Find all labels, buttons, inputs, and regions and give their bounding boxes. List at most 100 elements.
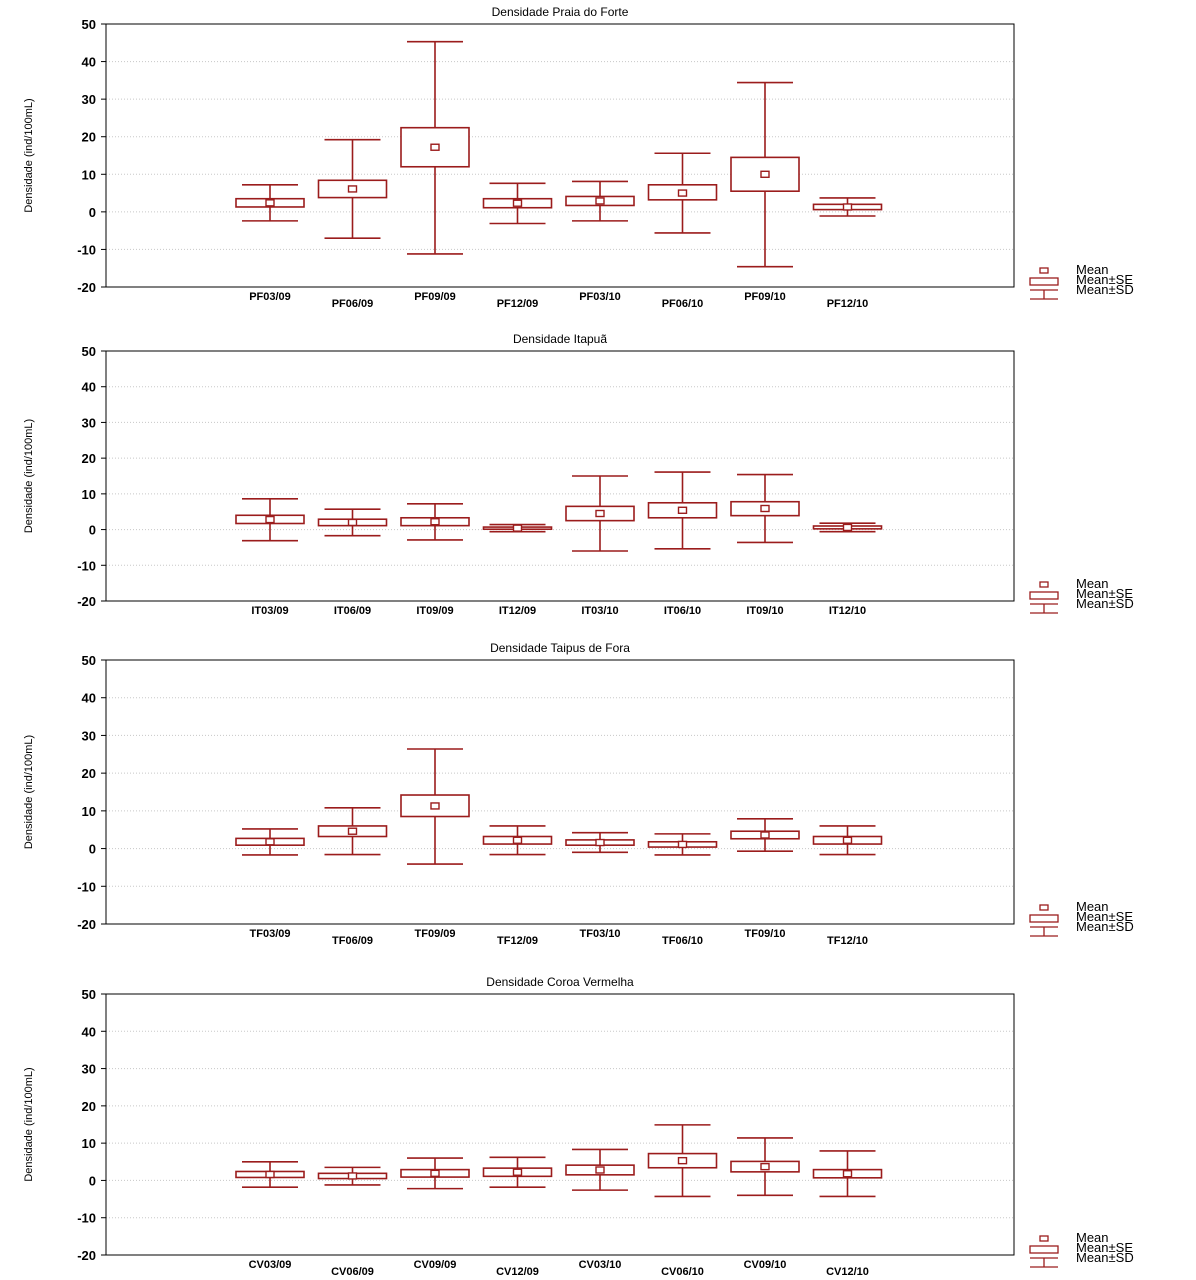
box-PF12/10 xyxy=(812,197,883,217)
legend-mean-label: Mean xyxy=(1076,1230,1109,1245)
y-tick-label: 10 xyxy=(82,804,96,819)
chart-title: Densidade Itapuã xyxy=(513,332,607,346)
y-axis-label: Densidade (ind/100mL) xyxy=(23,98,35,212)
mean-marker xyxy=(842,523,853,532)
legend-se-label: Mean±SE xyxy=(1076,1240,1133,1255)
mean-marker xyxy=(512,199,523,207)
legend-sd-label: Mean±SD xyxy=(1076,1250,1134,1265)
y-tick-label: 30 xyxy=(82,415,96,430)
x-tick-label: CV03/09 xyxy=(249,1259,292,1271)
plot-frame xyxy=(105,350,1015,602)
legend-sd-label: Mean±SD xyxy=(1076,919,1134,934)
x-tick-label: CV09/09 xyxy=(414,1259,457,1271)
box-CV12/09 xyxy=(482,1156,553,1188)
box-CV03/10 xyxy=(565,1148,635,1191)
box-IT12/09 xyxy=(482,523,553,533)
mean-marker xyxy=(677,506,688,514)
mean-marker xyxy=(512,836,523,844)
legend-sd-label: Mean±SD xyxy=(1076,282,1134,297)
chart-panel-4: Densidade Coroa Vermelha -20 -10 0 10 20 30 40 5… xyxy=(23,975,1134,1278)
y-tick-label: -10 xyxy=(77,558,96,573)
box-PF06/09 xyxy=(317,138,388,239)
chart-panel-2: Densidade Itapuã -20 -10 0 10 20 30 40 50 Densida… xyxy=(23,332,1134,617)
x-tick-label: CV12/10 xyxy=(826,1266,869,1278)
chart-title: Densidade Coroa Vermelha xyxy=(486,975,634,989)
legend-sd-label: Mean±SD xyxy=(1076,596,1134,611)
mean-marker xyxy=(595,1166,605,1174)
mean-marker xyxy=(677,189,688,197)
box-CV09/10 xyxy=(730,1137,800,1197)
y-tick-label: 0 xyxy=(89,1173,96,1188)
legend-mean-label: Mean xyxy=(1076,262,1109,277)
legend-se-label: Mean±SE xyxy=(1076,909,1133,924)
x-tick-label: CV06/09 xyxy=(331,1266,374,1278)
y-tick-label: 20 xyxy=(82,130,96,145)
x-tick-label: IT12/10 xyxy=(829,605,866,617)
x-tick-label: TF09/09 xyxy=(415,928,456,940)
x-tick-label: CV06/10 xyxy=(661,1266,704,1278)
y-tick-label: -20 xyxy=(77,1248,96,1263)
mean-marker xyxy=(842,1170,853,1178)
y-tick-label: 0 xyxy=(89,205,96,220)
y-tick-label: 50 xyxy=(82,987,96,1002)
mean-marker xyxy=(677,1156,688,1165)
mean-marker xyxy=(760,831,770,839)
x-tick-label: PF06/09 xyxy=(332,298,374,310)
mean-marker xyxy=(430,802,440,810)
x-tick-label: TF12/09 xyxy=(497,935,538,947)
mean-marker xyxy=(595,197,605,205)
chart-title: Densidade Praia do Forte xyxy=(492,5,629,19)
y-tick-label: 20 xyxy=(82,1099,96,1114)
box-IT06/09 xyxy=(317,508,388,537)
x-tick-label: PF12/10 xyxy=(827,298,869,310)
y-tick-label: 30 xyxy=(82,728,96,743)
mean-marker xyxy=(347,185,358,193)
y-tick-label: 30 xyxy=(82,1062,96,1077)
y-tick-label: 10 xyxy=(82,1136,96,1151)
x-tick-label: IT06/09 xyxy=(334,605,371,617)
legend-mean-icon xyxy=(1039,904,1049,911)
y-tick-label: 20 xyxy=(82,451,96,466)
x-tick-label: IT03/09 xyxy=(251,605,288,617)
x-tick-label: PF12/09 xyxy=(497,298,539,310)
y-tick-label: 50 xyxy=(82,17,96,32)
y-tick-label: -20 xyxy=(77,594,96,609)
y-tick-label: 20 xyxy=(82,766,96,781)
x-tick-label: PF03/10 xyxy=(579,291,621,303)
plot-frame xyxy=(105,993,1015,1256)
mean-marker xyxy=(347,1172,358,1180)
y-tick-label: 10 xyxy=(82,487,96,502)
mean-marker xyxy=(430,143,440,151)
box-IT03/09 xyxy=(235,498,305,542)
x-tick-label: IT09/09 xyxy=(416,605,453,617)
y-tick-label: 40 xyxy=(82,691,96,706)
y-tick-label: 0 xyxy=(89,523,96,538)
mean-marker xyxy=(265,838,275,846)
x-tick-label: PF09/10 xyxy=(744,291,786,303)
box-TF09/10 xyxy=(730,817,800,853)
box-CV03/09 xyxy=(235,1160,305,1188)
box-TF06/10 xyxy=(647,833,718,856)
mean-marker xyxy=(265,199,275,207)
x-tick-label: PF03/09 xyxy=(249,291,291,303)
box-TF03/10 xyxy=(565,831,635,854)
x-tick-label: CV03/10 xyxy=(579,1259,622,1271)
chart-panel-1: Densidade Praia do Forte -20 -10 0 10 20 30 40 5… xyxy=(23,5,1134,310)
legend-se-icon xyxy=(1029,591,1059,600)
box-PF03/09 xyxy=(235,184,305,222)
y-axis-label: Densidade (ind/100mL) xyxy=(23,1067,35,1181)
box-IT09/09 xyxy=(400,503,470,541)
y-axis-label: Densidade (ind/100mL) xyxy=(23,735,35,849)
y-tick-label: 40 xyxy=(82,55,96,70)
mean-marker xyxy=(347,518,358,527)
box-PF09/10 xyxy=(730,81,800,268)
x-tick-label: IT12/09 xyxy=(499,605,536,617)
legend-mean-label: Mean xyxy=(1076,576,1109,591)
box-TF03/09 xyxy=(235,828,305,856)
box-TF12/10 xyxy=(812,825,883,856)
y-tick-label: -20 xyxy=(77,917,96,932)
mean-marker xyxy=(265,1170,275,1179)
